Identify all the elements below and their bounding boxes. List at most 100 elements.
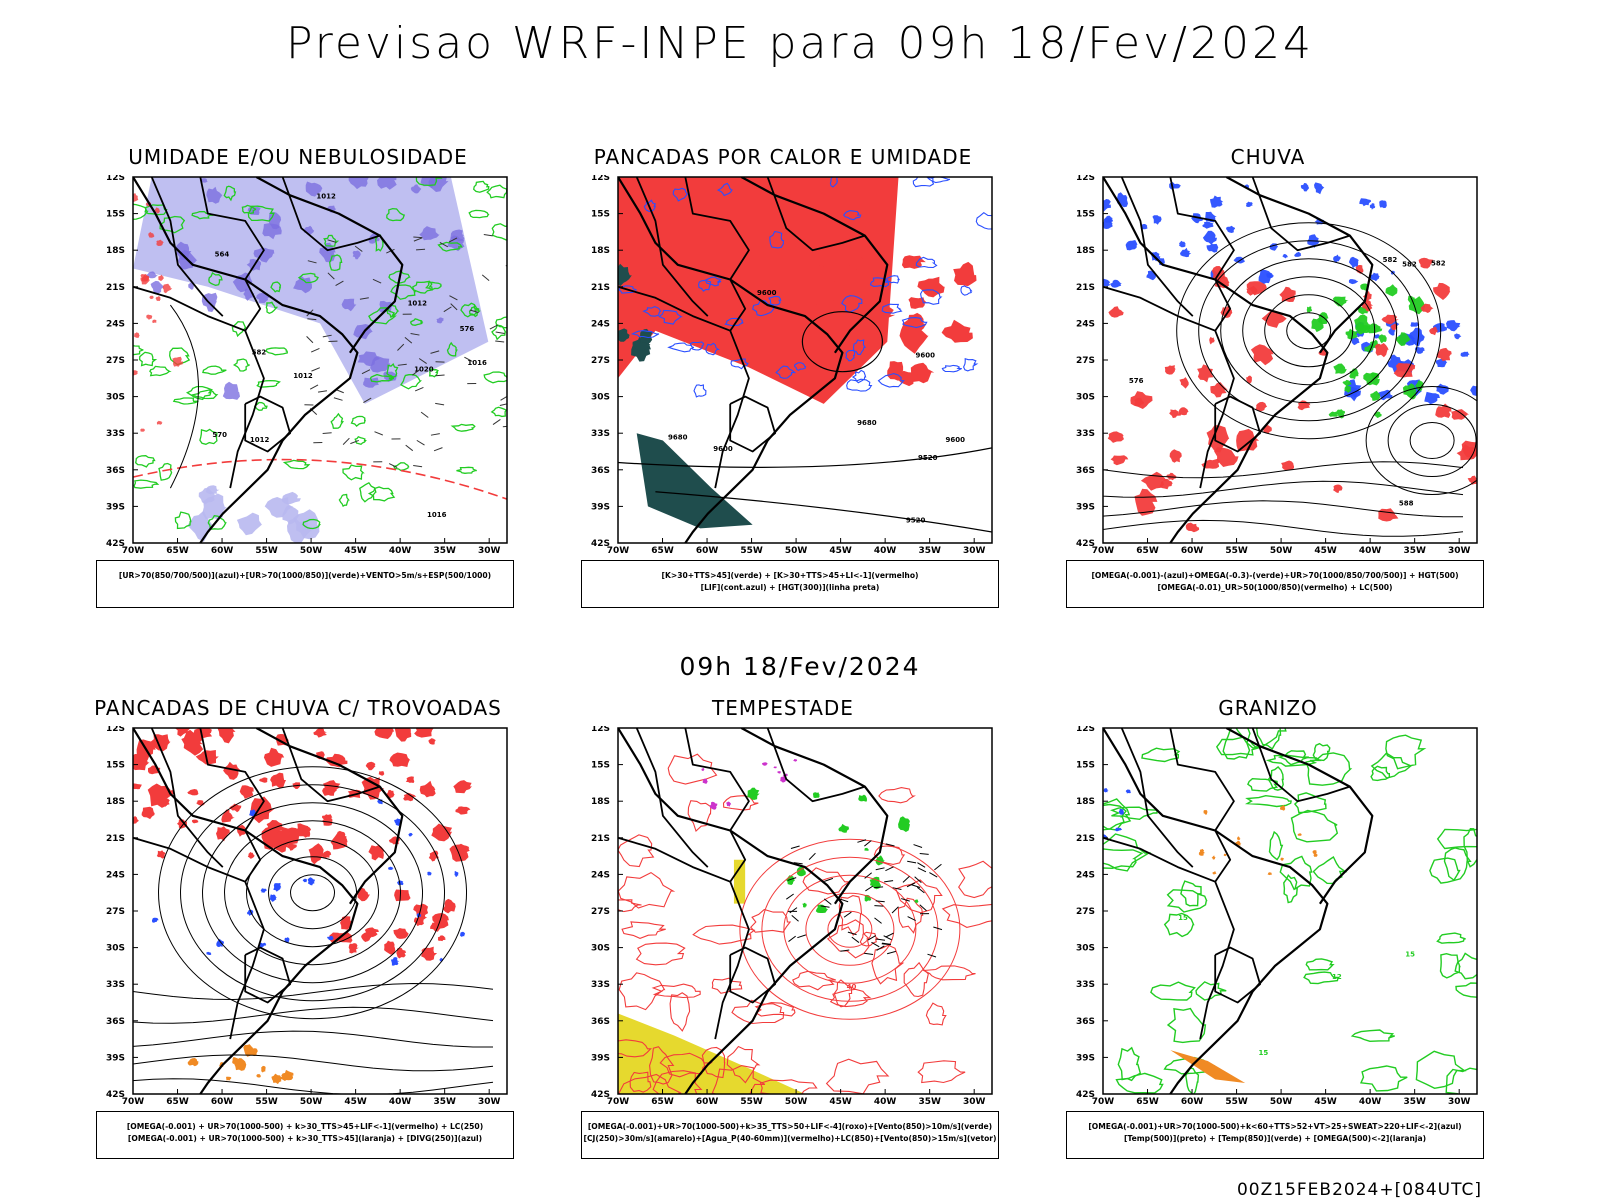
omega-area xyxy=(1454,333,1462,340)
legend-pancadas-trovoadas: [OMEGA(-0.001) + UR>70(1000-500) + k>30_… xyxy=(96,1111,514,1159)
low-humidity-contour xyxy=(185,385,213,401)
legend-tempestade: [OMEGA(-0.001)+UR>70(1000-500)+k>35_TTS>… xyxy=(581,1111,999,1159)
lon-tick-label: 60W xyxy=(696,1097,719,1104)
divergence-marker xyxy=(152,917,159,923)
wind-vector xyxy=(317,390,328,393)
thunderstorm-area xyxy=(183,729,202,746)
map-pancadas-calor[interactable]: 9680960096009600960095209520968012S15S18… xyxy=(580,175,998,553)
wind-vector xyxy=(917,867,927,873)
thunderstorm-area xyxy=(431,823,453,842)
lat-tick-label: 27S xyxy=(1076,356,1095,366)
moist-ascent-area xyxy=(1178,407,1189,416)
convective-area xyxy=(941,319,973,343)
lat-tick-label: 39S xyxy=(591,502,610,512)
severe-storm-area xyxy=(709,801,718,810)
wind-vector xyxy=(354,245,363,252)
humidity-high xyxy=(363,377,382,388)
low-humidity-contour xyxy=(149,365,172,377)
thickness-marker xyxy=(152,319,157,323)
lat-tick-label: 18S xyxy=(106,797,125,807)
low-humidity-contour xyxy=(169,347,191,366)
thunderstorm-area xyxy=(453,780,472,794)
moist-ascent-area xyxy=(1206,424,1230,453)
wind-vector xyxy=(914,876,922,884)
lifted-index-contour xyxy=(851,369,867,384)
wind-vector xyxy=(435,402,445,406)
thunderstorm-area xyxy=(313,728,327,738)
lon-tick-label: 55W xyxy=(255,1097,278,1104)
lon-tick-label: 40W xyxy=(389,1097,412,1104)
hail-area xyxy=(1125,789,1131,794)
temp-850-contour xyxy=(1290,809,1339,843)
country-border xyxy=(1251,728,1351,803)
precipitable-water-contour xyxy=(726,1045,761,1084)
lat-tick-label: 33S xyxy=(1076,980,1095,990)
wind-vector xyxy=(788,935,796,942)
wind-vector xyxy=(885,843,895,847)
lat-tick-label: 42S xyxy=(1076,539,1095,549)
lat-tick-label: 27S xyxy=(591,907,610,917)
map-chuva[interactable]: 582 588 582 576 582 12S 15S 18S 21S 24S 27S 30S 33S 3… xyxy=(1065,175,1483,553)
strong-omega-marker xyxy=(1313,853,1318,857)
lifted-index-contour xyxy=(829,177,838,188)
thickness-marker xyxy=(146,314,153,320)
low-humidity-contour xyxy=(265,301,279,315)
humidity-mid-level xyxy=(293,509,320,540)
wind-vector xyxy=(450,303,458,311)
streamline xyxy=(827,910,873,948)
divergence-marker xyxy=(408,832,413,837)
low-humidity-contour xyxy=(491,223,507,241)
moist-ascent-area xyxy=(1108,306,1124,318)
humidity-high xyxy=(262,223,282,240)
wind-vector xyxy=(495,340,505,343)
moist-ascent-area xyxy=(1164,365,1176,375)
wind-vector xyxy=(397,363,407,366)
country-border xyxy=(729,946,776,1004)
country-border xyxy=(133,285,265,489)
moist-ascent-area xyxy=(1381,314,1399,325)
lat-tick-label: 18S xyxy=(591,246,610,256)
lon-tick-label: 30W xyxy=(478,1097,501,1104)
moist-ascent-area xyxy=(1210,382,1228,398)
country-border xyxy=(766,728,866,803)
moist-ascent-area xyxy=(1250,344,1274,366)
thunderstorm-area xyxy=(133,783,142,790)
lifted-index-contour xyxy=(618,285,637,294)
precipitable-water-contour xyxy=(722,795,759,811)
lon-tick-label: 30W xyxy=(478,546,501,553)
lat-tick-label: 42S xyxy=(106,1090,125,1100)
temp-850-contour xyxy=(1312,742,1331,762)
lon-tick-label: 70W xyxy=(1092,1097,1115,1104)
wind-850-area xyxy=(838,823,850,833)
map-background xyxy=(1103,728,1477,1094)
divergence-marker xyxy=(459,931,466,937)
lifted-index-contour xyxy=(881,303,903,314)
precipitable-water-contour xyxy=(711,1065,766,1094)
lon-tick-label: 50W xyxy=(300,546,323,553)
convective-area xyxy=(618,177,899,404)
thunderstorm-area xyxy=(428,738,436,745)
strong-omega-marker xyxy=(1297,833,1302,836)
lat-tick-label: 24S xyxy=(591,870,610,880)
map-granizo[interactable]: 15 15 15 12 12S 15S 18S 21S 24S 27S 30S 33S 36S 39S 42… xyxy=(1065,726,1483,1104)
lon-tick-label: 60W xyxy=(211,1097,234,1104)
low-humidity-contour xyxy=(390,284,417,300)
coastline xyxy=(740,728,889,905)
lat-tick-label: 33S xyxy=(106,980,125,990)
streamline xyxy=(1409,422,1455,460)
lat-tick-label: 27S xyxy=(591,356,610,366)
panel-title: TEMPESTADE xyxy=(712,696,854,720)
low-humidity-contour xyxy=(329,254,343,272)
divergence-marker xyxy=(302,878,307,883)
strong-omega-area xyxy=(1170,1050,1246,1084)
map-umidade[interactable]: 1012101210161012101610205705765645821012… xyxy=(95,175,513,553)
wind-vector xyxy=(483,234,493,237)
low-humidity-contour xyxy=(368,307,397,325)
country-border xyxy=(1214,395,1261,453)
strong-omega-area xyxy=(1370,390,1381,401)
run-stamp: 00Z15FEB2024+[084UTC] xyxy=(1236,1180,1482,1200)
strong-omega-marker xyxy=(1212,871,1217,875)
lon-tick-label: 70W xyxy=(122,546,145,553)
